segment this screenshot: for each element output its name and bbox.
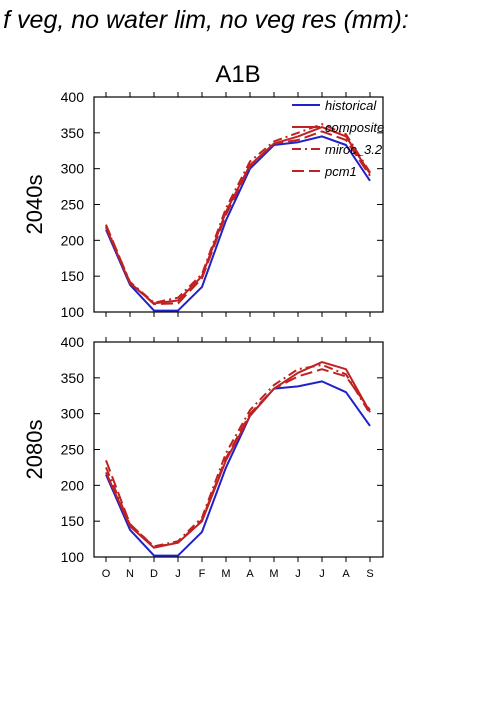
panel-label: 2040s <box>22 175 47 235</box>
y-tick-label: 200 <box>61 477 85 493</box>
y-tick-label: 300 <box>61 161 85 177</box>
chart-panels: 100 150 200 250 300 350 400 2040s historical comp… <box>22 89 384 580</box>
x-tick-label: S <box>366 568 373 580</box>
y-tick-label: 400 <box>61 89 85 105</box>
figure-title: f veg, no water lim, no veg res (mm): <box>3 6 409 34</box>
legend-label: pcm1 <box>324 164 357 179</box>
y-tick-label: 400 <box>61 334 85 350</box>
panel-2080s: 100 150 200 250 300 350 400 O N D J F M A M J J A S 2080s <box>22 334 384 580</box>
legend-label: miroc_3.2 <box>325 142 383 157</box>
x-tick-label: A <box>342 568 350 580</box>
panel-2040s: 100 150 200 250 300 350 400 2040s historical comp… <box>22 89 384 320</box>
series-line-historical <box>105 380 371 557</box>
y-tick-label: 250 <box>61 197 85 213</box>
panel-label: 2080s <box>22 420 47 480</box>
y-tick-label: 150 <box>61 513 85 529</box>
x-tick-label: M <box>221 568 230 580</box>
y-tick-label: 100 <box>61 549 85 565</box>
series-line-historical <box>105 135 371 312</box>
y-tick-label: 350 <box>61 370 85 386</box>
x-tick-label: J <box>319 568 325 580</box>
x-tick-label: J <box>295 568 301 580</box>
x-tick-label: F <box>199 568 206 580</box>
y-tick-label: 250 <box>61 442 85 458</box>
legend-label: composite <box>325 120 384 135</box>
y-tick-label: 150 <box>61 268 85 284</box>
legend: historical composite miroc_3.2 pcm1 <box>292 98 384 179</box>
legend-label: historical <box>325 98 377 113</box>
series-line-miroc-3-2 <box>105 123 371 304</box>
x-tick-label: N <box>126 568 134 580</box>
y-tick-label: 350 <box>61 125 85 141</box>
scenario-title: A1B <box>215 61 260 88</box>
y-tick-label: 100 <box>61 304 85 320</box>
y-tick-label: 300 <box>61 406 85 422</box>
x-tick-label: M <box>269 568 278 580</box>
series-line-miroc-3-2 <box>105 363 371 548</box>
x-tick-label: J <box>175 568 181 580</box>
series-line-composite <box>105 361 371 549</box>
series-line-pcm1 <box>105 130 371 306</box>
series-line-pcm1 <box>105 368 371 548</box>
x-tick-label: O <box>102 568 111 580</box>
x-tick-label: D <box>150 568 158 580</box>
y-tick-label: 200 <box>61 232 85 248</box>
x-tick-label: A <box>246 568 254 580</box>
